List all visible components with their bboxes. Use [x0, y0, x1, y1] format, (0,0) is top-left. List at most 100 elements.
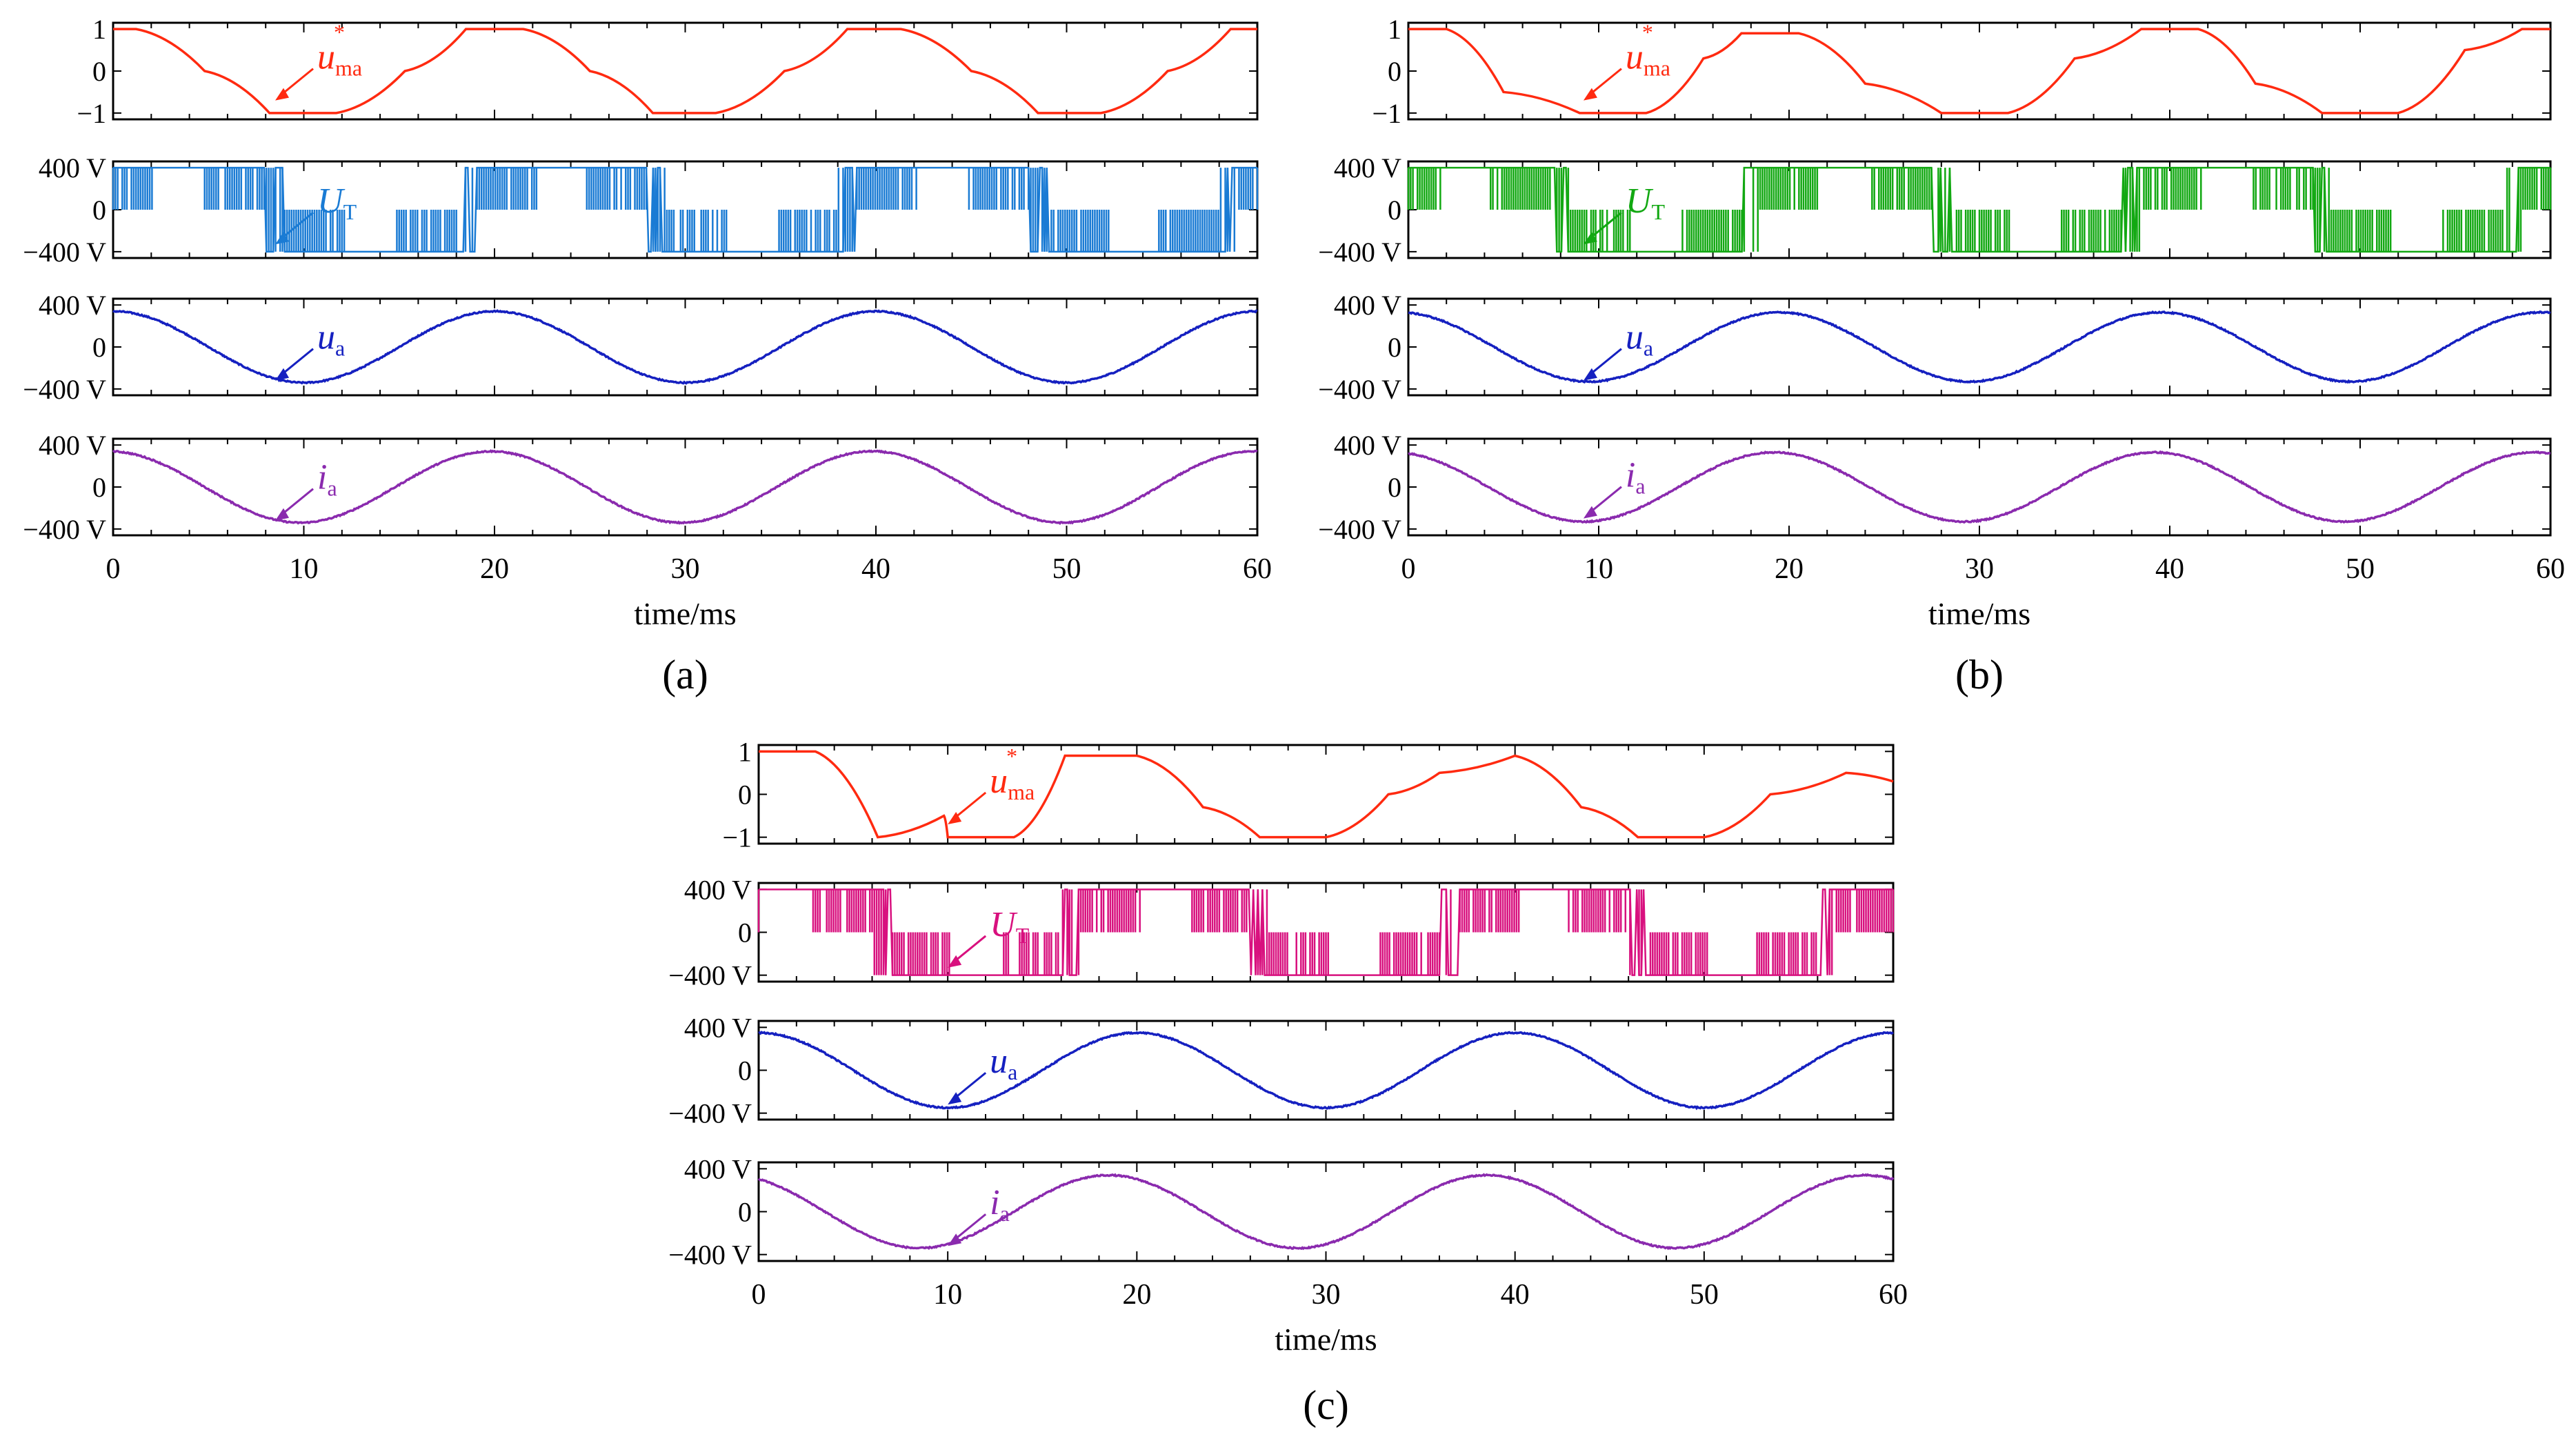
uma-curve [759, 750, 1894, 839]
ua-curve [758, 1031, 1894, 1111]
row-ua: 400 V 0 −400 V ua [668, 1012, 1895, 1129]
y-tick-label: 0 [92, 472, 106, 503]
axes-box [757, 744, 1895, 845]
UT-envelope [1408, 166, 2550, 253]
y-tick-label: 400 V [1334, 290, 1401, 321]
y-tick-label: −400 V [23, 514, 106, 545]
arrowhead-icon [275, 368, 290, 381]
row-ia: 400 V 0 −400 V ia [1318, 430, 2552, 545]
y-tick-label: −400 V [668, 1098, 752, 1129]
row-ua: 400 V 0 −400 V ua [23, 290, 1259, 405]
signal-label-ia: ia [990, 1183, 1010, 1226]
y-tick-label: 0 [738, 1197, 752, 1228]
signal-label-uma: uma [990, 762, 1035, 804]
y-tick-label: −1 [722, 822, 752, 853]
panel-caption: (b) [1955, 652, 2004, 697]
y-tick-label: 400 V [684, 1153, 752, 1184]
uma-curve [113, 28, 1257, 115]
x-tick-label: 30 [671, 553, 700, 585]
panel-caption: (a) [662, 652, 708, 697]
y-tick-label: 1 [1388, 14, 1401, 45]
x-tick-label: 40 [861, 553, 890, 585]
x-tick-label: 20 [1775, 553, 1804, 585]
uma-curve [1408, 28, 2550, 115]
arrowhead-icon [1583, 506, 1597, 519]
x-axis-label: time/ms [634, 596, 736, 631]
signal-label-uma: uma [1626, 38, 1670, 81]
UT-envelope [113, 166, 1257, 253]
y-tick-label: 400 V [1334, 152, 1401, 183]
x-tick-label: 40 [1501, 1279, 1530, 1311]
x-tick-label: 50 [1052, 553, 1081, 585]
row-uma: 1 0 −1 uma* [77, 14, 1259, 129]
signal-label-sup: * [1642, 20, 1653, 45]
x-tick-label: 40 [2155, 553, 2184, 585]
y-tick-label: −400 V [23, 374, 106, 405]
y-tick-label: −400 V [1318, 237, 1401, 268]
x-tick-label: 30 [1965, 553, 1994, 585]
y-tick-label: −1 [1372, 98, 1401, 129]
x-tick-label: 0 [106, 553, 121, 585]
x-tick-label: 10 [933, 1279, 962, 1311]
axes-box [1407, 21, 2552, 121]
y-tick-label: 1 [92, 14, 106, 45]
y-tick-label: 0 [1388, 195, 1401, 226]
arrowhead-icon [1583, 368, 1597, 381]
ua-curve [112, 309, 1258, 385]
panel-caption: (c) [1303, 1382, 1349, 1428]
x-tick-label: 10 [290, 553, 319, 585]
y-tick-label: 400 V [39, 152, 106, 183]
y-tick-label: −400 V [23, 237, 106, 268]
y-tick-label: −1 [77, 98, 106, 129]
y-tick-label: 400 V [39, 430, 106, 461]
row-UT: 400 V 0 −400 V UT [23, 152, 1259, 268]
x-tick-label: 50 [2346, 553, 2375, 585]
y-tick-label: 0 [738, 917, 752, 949]
y-tick-label: 0 [1388, 332, 1401, 363]
x-tick-label: 60 [2536, 553, 2565, 585]
arrowhead-icon [948, 812, 962, 825]
arrowhead-icon [275, 508, 290, 521]
y-tick-label: 400 V [39, 290, 106, 321]
arrowhead-icon [948, 1092, 962, 1105]
x-tick-label: 60 [1879, 1279, 1908, 1311]
arrowhead-icon [948, 955, 962, 968]
ia-curve [757, 1173, 1895, 1251]
signal-label-ia: ia [317, 458, 337, 501]
UT-pwm-pulses [112, 168, 1259, 252]
signal-label-sup: * [1006, 744, 1017, 768]
arrowhead-icon [1583, 88, 1597, 101]
signal-label-UT: UT [990, 905, 1030, 948]
row-UT: 400 V 0 −400 V UT [1318, 152, 2552, 268]
y-tick-label: −400 V [668, 1240, 752, 1271]
x-tick-label: 50 [1690, 1279, 1719, 1311]
ia-curve [112, 449, 1258, 526]
x-tick-label: 20 [480, 553, 509, 585]
axes-box [112, 21, 1259, 121]
arrowhead-icon [275, 232, 290, 245]
arrowhead-icon [1583, 232, 1597, 245]
row-uma: 1 0 −1 uma* [722, 736, 1895, 853]
x-axis-label: time/ms [1275, 1322, 1377, 1357]
row-ua: 400 V 0 −400 V ua [1318, 290, 2552, 405]
y-tick-label: −400 V [1318, 374, 1401, 405]
signal-label-UT: UT [1626, 181, 1666, 224]
row-ia: 400 V 0 −400 V ia [668, 1153, 1895, 1271]
x-tick-label: 20 [1122, 1279, 1151, 1311]
y-tick-label: 400 V [684, 1012, 752, 1043]
x-axis-label: time/ms [1928, 596, 2030, 631]
y-tick-label: 0 [92, 332, 106, 363]
ia-curve [1408, 450, 2551, 524]
row-ia: 400 V 0 −400 V ia [23, 430, 1259, 545]
signal-label-uma: uma [317, 38, 362, 81]
y-tick-label: 0 [92, 56, 106, 87]
y-tick-label: 0 [1388, 56, 1401, 87]
axes-box [757, 1161, 1895, 1262]
UT-pwm-pulses [1407, 168, 2552, 252]
row-uma: 1 0 −1 uma* [1372, 14, 2552, 129]
signal-label-UT: UT [317, 181, 357, 224]
signal-label-ia: ia [1626, 456, 1646, 499]
